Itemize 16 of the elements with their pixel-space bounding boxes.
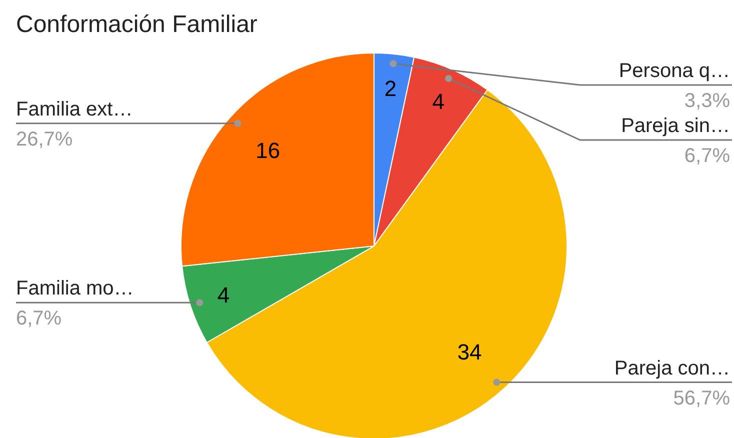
slice-label: Pareja sin… bbox=[621, 115, 730, 137]
text: 56,7% bbox=[673, 387, 730, 410]
slice-label: Familia ext… bbox=[16, 98, 133, 120]
slice-label: Pareja con… bbox=[614, 357, 730, 380]
slice-label: Persona q… bbox=[618, 60, 730, 82]
data-label: 34 bbox=[457, 340, 482, 365]
data-label: 16 bbox=[256, 138, 280, 163]
slice-label: Familia mo… bbox=[16, 278, 134, 300]
text: 6,7% bbox=[684, 145, 730, 167]
text: 6,7% bbox=[16, 308, 62, 330]
text: 26,7% bbox=[16, 128, 73, 150]
data-label: 4 bbox=[217, 282, 230, 308]
text: 3,3% bbox=[684, 90, 730, 112]
data-label: 4 bbox=[432, 88, 444, 114]
chart-title: Conformación Familiar bbox=[16, 11, 258, 38]
data-label: 2 bbox=[384, 76, 397, 102]
